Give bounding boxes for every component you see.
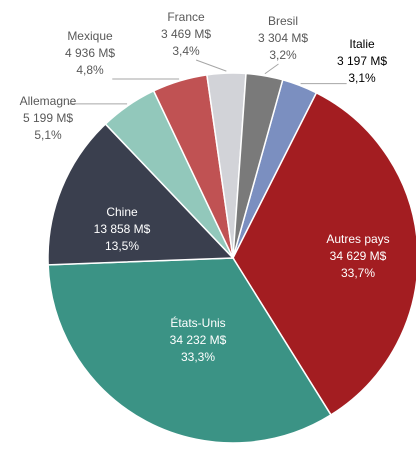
share-label: 33,3% xyxy=(181,350,215,364)
pie-slice xyxy=(47,122,235,266)
pie-slice xyxy=(232,91,416,416)
share-label: 3,1% xyxy=(348,71,376,85)
value-label: 3 197 M$ xyxy=(337,54,387,68)
slice-label: Bresil xyxy=(268,14,298,28)
share-label: 4,8% xyxy=(76,63,104,77)
share-label: 3,2% xyxy=(269,48,297,62)
slice-label: Allemagne xyxy=(20,94,77,108)
slice-label: Italie xyxy=(349,37,375,51)
slice-label: France xyxy=(167,10,205,24)
value-label: 4 936 M$ xyxy=(65,46,115,60)
leader-line xyxy=(195,59,227,72)
share-label: 5,1% xyxy=(34,128,62,142)
pie-slice xyxy=(47,257,332,444)
slice-label: Chine xyxy=(106,205,138,219)
value-label: 34 629 M$ xyxy=(330,249,387,263)
value-label: 34 232 M$ xyxy=(170,333,227,347)
share-label: 33,7% xyxy=(341,266,375,280)
value-label: 13 858 M$ xyxy=(94,222,151,236)
share-label: 13,5% xyxy=(105,239,139,253)
value-label: 3 304 M$ xyxy=(258,31,308,45)
value-label: 5 199 M$ xyxy=(23,111,73,125)
share-label: 3,4% xyxy=(172,44,200,58)
slice-label: Mexique xyxy=(67,29,113,43)
slice-label: Autres pays xyxy=(326,232,389,246)
slice-label: États-Unis xyxy=(170,315,225,330)
pie-slice xyxy=(232,72,284,259)
leader-line xyxy=(264,63,279,75)
value-label: 3 469 M$ xyxy=(161,27,211,41)
